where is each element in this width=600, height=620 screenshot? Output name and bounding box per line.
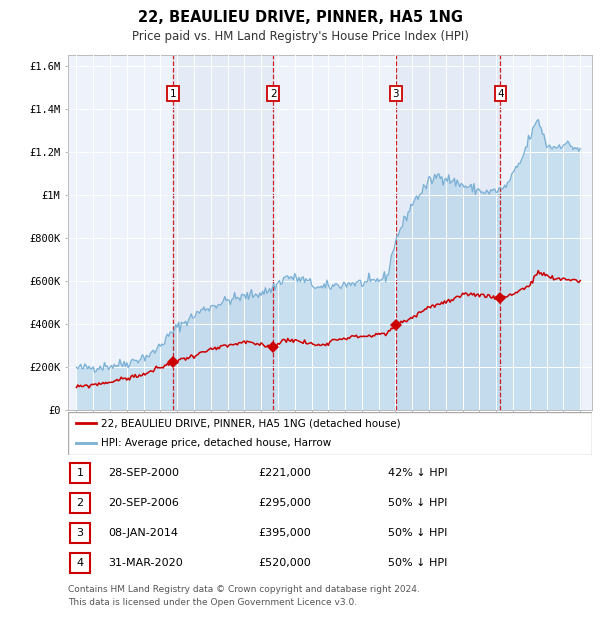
Text: 50% ↓ HPI: 50% ↓ HPI: [388, 528, 448, 538]
Text: 50% ↓ HPI: 50% ↓ HPI: [388, 498, 448, 508]
Bar: [173, 55, 273, 410]
Bar: [70, 553, 90, 573]
Text: £295,000: £295,000: [258, 498, 311, 508]
Text: £221,000: £221,000: [258, 468, 311, 478]
Text: 2: 2: [76, 498, 83, 508]
Text: 4: 4: [76, 558, 83, 568]
Text: 22, BEAULIEU DRIVE, PINNER, HA5 1NG: 22, BEAULIEU DRIVE, PINNER, HA5 1NG: [137, 10, 463, 25]
Bar: [396, 55, 500, 410]
Text: 50% ↓ HPI: 50% ↓ HPI: [388, 558, 448, 568]
Text: 42% ↓ HPI: 42% ↓ HPI: [388, 468, 448, 478]
Text: HPI: Average price, detached house, Harrow: HPI: Average price, detached house, Harr…: [101, 438, 331, 448]
Text: 1: 1: [170, 89, 176, 99]
Text: 31-MAR-2020: 31-MAR-2020: [108, 558, 183, 568]
Text: 22, BEAULIEU DRIVE, PINNER, HA5 1NG (detached house): 22, BEAULIEU DRIVE, PINNER, HA5 1NG (det…: [101, 418, 401, 428]
Text: 20-SEP-2006: 20-SEP-2006: [108, 498, 179, 508]
Text: Contains HM Land Registry data © Crown copyright and database right 2024.: Contains HM Land Registry data © Crown c…: [68, 585, 420, 594]
Bar: [70, 523, 90, 543]
Text: £395,000: £395,000: [258, 528, 311, 538]
Bar: [70, 493, 90, 513]
Text: 2: 2: [270, 89, 277, 99]
Text: 3: 3: [77, 528, 83, 538]
Text: 4: 4: [497, 89, 504, 99]
Text: Price paid vs. HM Land Registry's House Price Index (HPI): Price paid vs. HM Land Registry's House …: [131, 30, 469, 43]
Text: £520,000: £520,000: [258, 558, 311, 568]
Text: 1: 1: [77, 468, 83, 478]
Text: 3: 3: [392, 89, 399, 99]
Text: 08-JAN-2014: 08-JAN-2014: [108, 528, 178, 538]
Text: This data is licensed under the Open Government Licence v3.0.: This data is licensed under the Open Gov…: [68, 598, 357, 607]
Text: 28-SEP-2000: 28-SEP-2000: [108, 468, 179, 478]
Bar: [70, 463, 90, 483]
